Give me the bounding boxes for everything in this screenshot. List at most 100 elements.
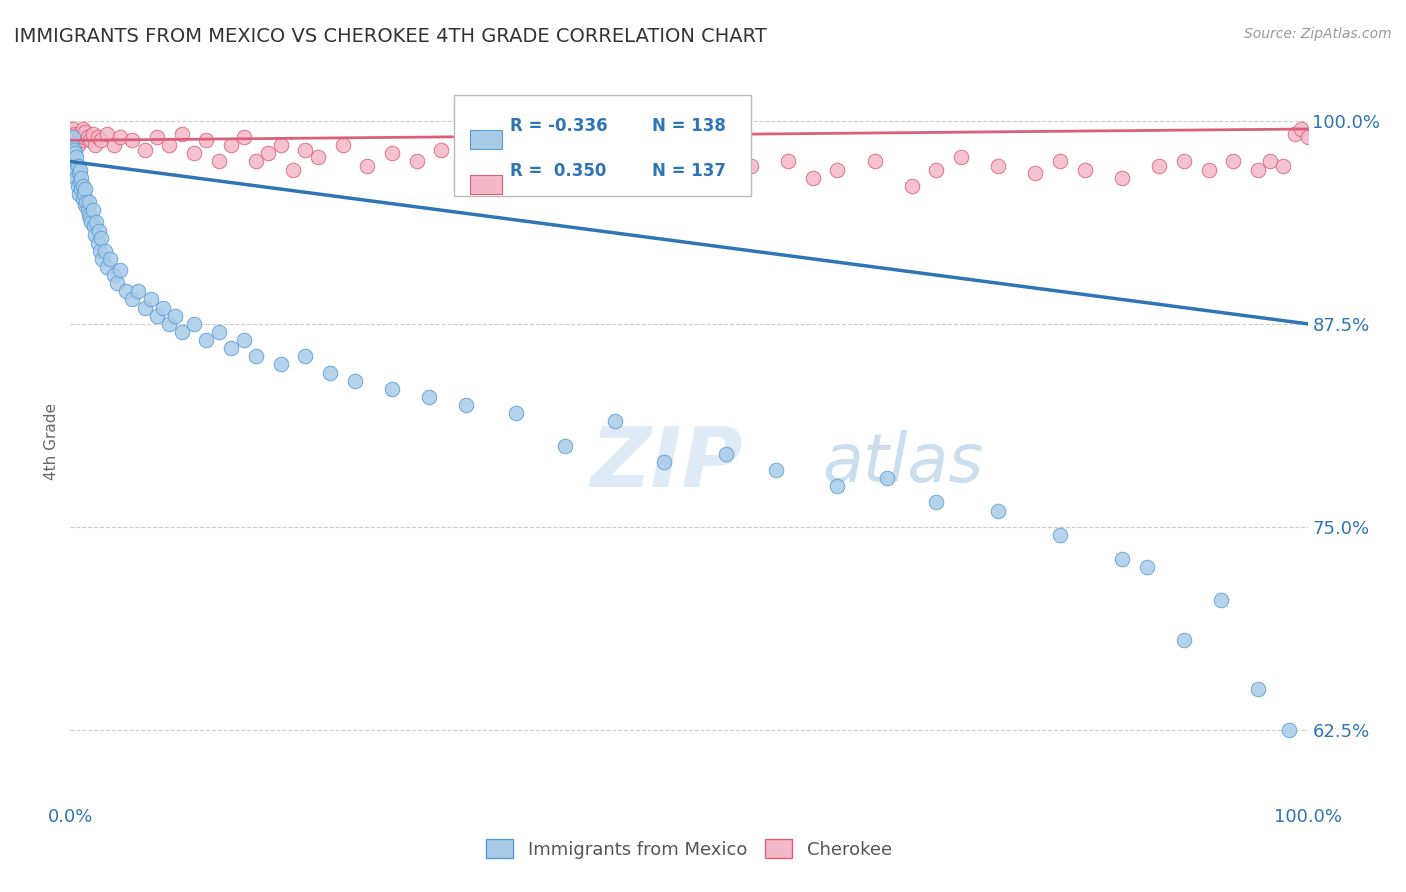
Point [70, 133, 93, 147]
Point [740, 159, 762, 173]
Point [75, 195, 97, 210]
Point [1111, 552, 1133, 566]
Legend: Immigrants from Mexico, Cherokee: Immigrants from Mexico, Cherokee [479, 832, 898, 866]
Point [281, 162, 304, 177]
Point [208, 325, 231, 339]
Point [134, 143, 156, 157]
Point [65, 150, 87, 164]
Point [86, 235, 108, 250]
Point [77, 195, 100, 210]
Y-axis label: 4th Grade: 4th Grade [44, 403, 59, 480]
Point [60, 127, 83, 141]
Point [77, 208, 100, 222]
Point [115, 285, 138, 299]
Point [63, 166, 86, 180]
Point [139, 293, 162, 307]
Point [307, 150, 329, 164]
Point [90, 133, 112, 147]
Text: N = 138: N = 138 [652, 117, 725, 135]
Point [84, 227, 107, 242]
Point [257, 146, 280, 161]
Point [72, 178, 94, 193]
Point [165, 309, 187, 323]
Point [492, 150, 515, 164]
Point [1260, 154, 1282, 169]
Point [1111, 170, 1133, 185]
Point [1222, 154, 1244, 169]
Point [62, 146, 84, 161]
Point [70, 170, 93, 185]
Point [72, 122, 94, 136]
Point [76, 203, 98, 218]
Point [456, 398, 478, 412]
Point [1291, 122, 1313, 136]
Point [1296, 130, 1319, 145]
Point [66, 138, 89, 153]
Point [703, 166, 725, 180]
Point [356, 159, 378, 173]
Point [60, 133, 83, 147]
Point [925, 162, 948, 177]
Point [456, 162, 478, 177]
Point [1049, 528, 1071, 542]
Point [103, 268, 125, 282]
Point [62, 130, 84, 145]
Point [1173, 633, 1195, 648]
Point [678, 150, 700, 164]
Point [1049, 154, 1071, 169]
Point [603, 414, 626, 428]
Point [505, 406, 527, 420]
Point [65, 146, 87, 161]
Point [76, 130, 98, 145]
Point [62, 122, 84, 136]
Point [987, 159, 1010, 173]
Point [1074, 162, 1097, 177]
Point [108, 130, 131, 145]
Point [121, 133, 143, 147]
Point [127, 285, 149, 299]
Point [73, 186, 96, 201]
Point [65, 130, 87, 145]
Point [60, 150, 83, 164]
Point [1147, 159, 1170, 173]
Point [69, 176, 91, 190]
Point [84, 138, 107, 153]
Point [170, 127, 193, 141]
Point [1247, 162, 1270, 177]
Point [75, 125, 97, 139]
Point [98, 252, 121, 266]
Point [294, 143, 316, 157]
Point [332, 138, 354, 153]
Point [69, 162, 91, 177]
Text: atlas: atlas [823, 430, 984, 496]
Point [195, 133, 218, 147]
Point [91, 252, 114, 266]
Point [65, 162, 87, 177]
Point [79, 211, 101, 226]
Point [72, 192, 94, 206]
Point [146, 309, 169, 323]
Point [195, 333, 218, 347]
Point [69, 130, 91, 145]
Point [1173, 154, 1195, 169]
Point [183, 146, 205, 161]
FancyBboxPatch shape [470, 130, 502, 149]
Point [63, 138, 86, 153]
Point [65, 133, 87, 147]
Text: R =  0.350: R = 0.350 [509, 161, 606, 179]
Point [219, 341, 242, 355]
Point [103, 138, 125, 153]
Point [270, 138, 292, 153]
Point [1136, 560, 1159, 574]
Point [134, 301, 156, 315]
Point [86, 130, 108, 145]
Point [554, 146, 576, 161]
Point [418, 390, 440, 404]
Point [75, 198, 97, 212]
Point [80, 214, 103, 228]
Point [827, 162, 849, 177]
Point [987, 503, 1010, 517]
Point [270, 358, 292, 372]
Point [146, 130, 169, 145]
Point [121, 293, 143, 307]
